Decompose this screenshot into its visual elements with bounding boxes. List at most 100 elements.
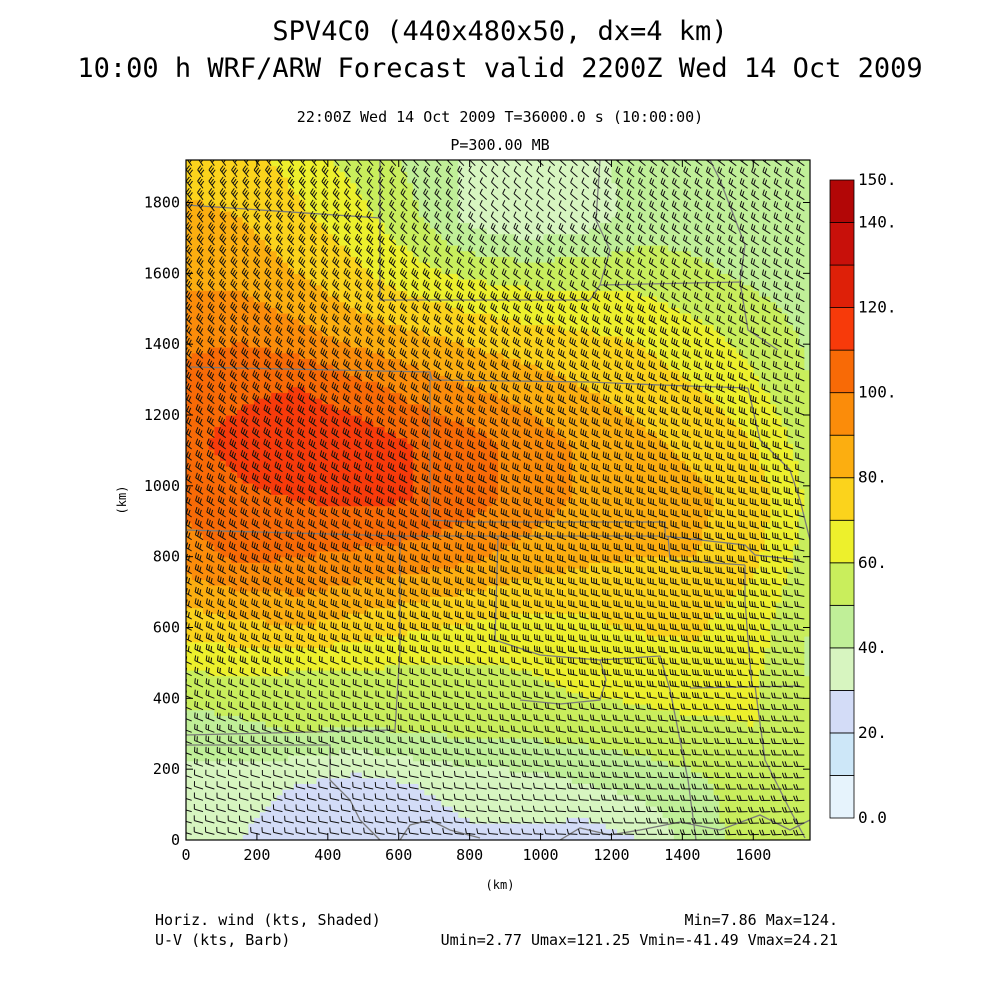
field-cell [271,778,277,784]
field-cell [782,755,788,761]
field-cell [572,676,578,682]
field-cell [702,608,708,614]
field-cell [305,789,311,795]
field-cell [765,619,771,625]
field-cell [373,772,379,778]
field-cell [458,596,464,602]
field-cell [702,698,708,704]
field-cell [373,795,379,801]
field-cell [521,710,527,716]
field-cell [458,687,464,693]
field-cell [708,778,714,784]
field-cell [475,783,481,789]
field-cell [623,704,629,710]
field-cell [243,766,249,772]
field-cell [572,642,578,648]
field-cell [458,585,464,591]
field-cell [577,715,583,721]
field-cell [436,789,442,795]
field-cell [526,630,532,636]
field-cell [481,732,487,738]
field-cell [453,778,459,784]
field-cell [504,653,510,659]
field-cell [549,596,555,602]
field-cell [277,721,283,727]
field-cell [628,698,634,704]
field-cell [549,732,555,738]
field-cell [668,676,674,682]
field-cell [572,687,578,693]
field-cell [714,778,720,784]
field-cell [702,755,708,761]
field-cell [288,710,294,716]
field-cell [379,812,385,818]
field-cell [447,812,453,818]
field-cell [680,721,686,727]
field-cell [436,710,442,716]
field-cell [260,800,266,806]
field-cell [600,789,606,795]
field-cell [424,596,430,602]
field-cell [316,823,322,829]
field-cell [600,642,606,648]
field-cell [277,653,283,659]
field-cell [419,800,425,806]
field-cell [254,698,260,704]
field-cell [231,823,237,829]
field-cell [509,732,515,738]
field-cell [714,659,720,665]
field-cell [708,744,714,750]
field-cell [458,664,464,670]
field-cell [583,766,589,772]
field-cell [481,608,487,614]
field-cell [759,642,765,648]
field-cell [628,710,634,716]
field-cell [413,664,419,670]
field-cell [543,744,549,750]
field-cell [748,744,754,750]
field-cell [311,823,317,829]
field-cell [447,721,453,727]
field-cell [368,630,374,636]
field-cell [668,608,674,614]
field-cell [186,664,192,670]
field-cell [645,778,651,784]
field-cell [481,619,487,625]
field-cell [413,642,419,648]
field-cell [192,823,198,829]
field-cell [515,653,521,659]
field-cell [373,812,379,818]
field-cell [736,642,742,648]
field-cell [282,778,288,784]
field-cell [736,653,742,659]
field-cell [640,619,646,625]
field-cell [231,766,237,772]
field-cell [719,653,725,659]
field-cell [691,732,697,738]
field-cell [708,608,714,614]
field-cell [248,789,254,795]
field-cell [447,585,453,591]
field-cell [419,823,425,829]
field-cell [231,664,237,670]
field-cell [702,721,708,727]
field-cell [645,693,651,699]
field-cell [617,755,623,761]
field-cell [759,823,765,829]
field-cell [651,755,657,761]
field-cell [470,721,476,727]
field-cell [288,664,294,670]
field-cell [600,812,606,818]
field-cell [254,778,260,784]
field-cell [691,789,697,795]
field-cell [793,698,799,704]
field-cell [782,812,788,818]
field-cell [583,608,589,614]
field-cell [663,755,669,761]
field-cell [623,693,629,699]
field-cell [543,749,549,755]
field-cell [424,619,430,625]
field-cell [328,823,334,829]
field-cell [697,676,703,682]
field-cell [509,800,515,806]
